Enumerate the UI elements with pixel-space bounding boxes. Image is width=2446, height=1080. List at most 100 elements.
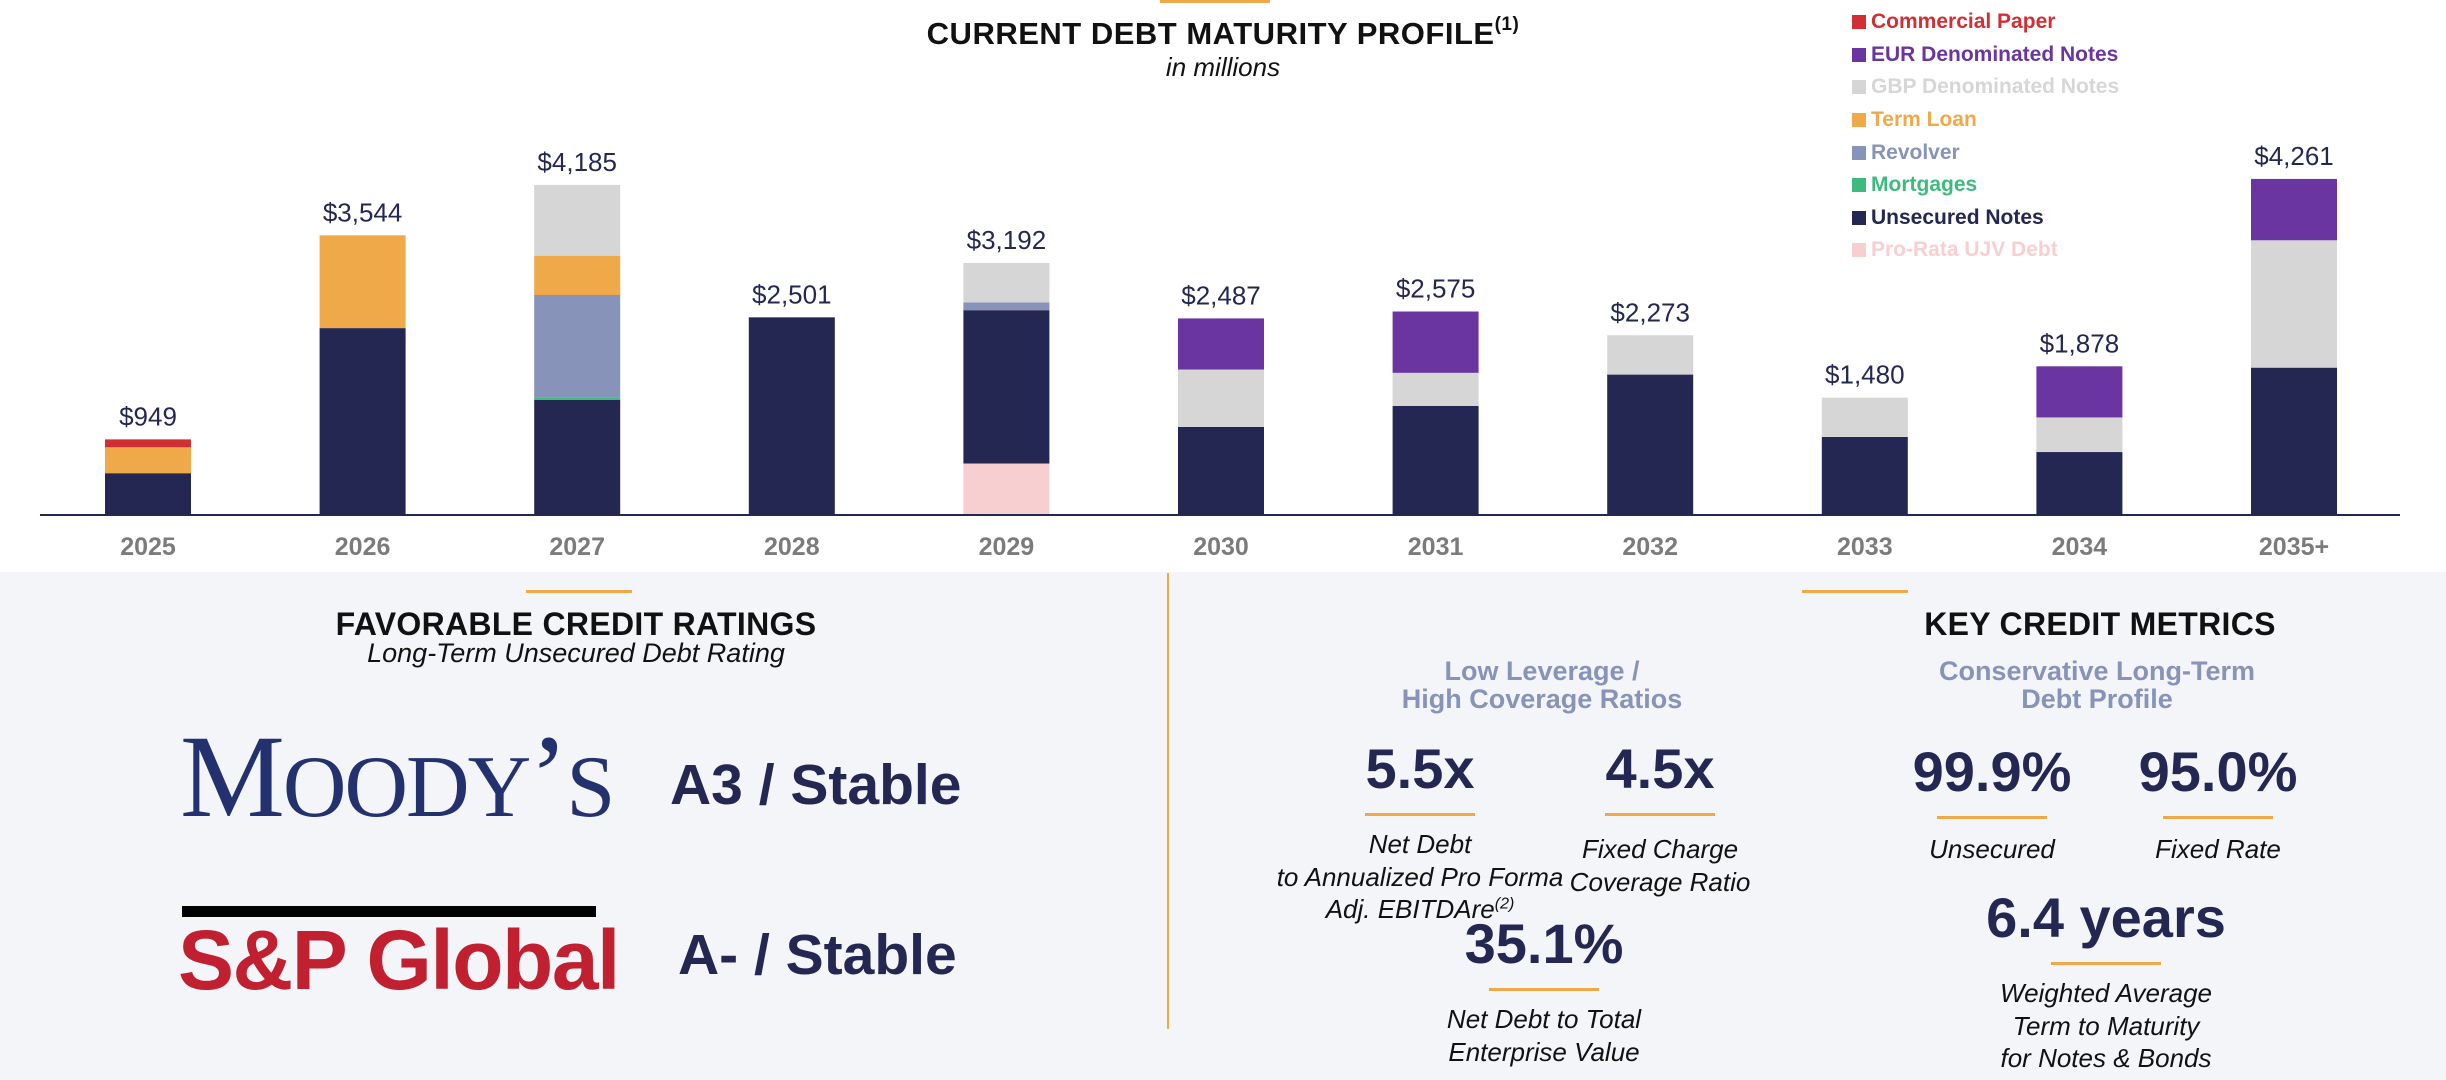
metric-underline: [1365, 813, 1475, 816]
bar-segment: [2251, 367, 2337, 514]
bar-segment: [1178, 369, 1264, 427]
leverage-heading: Low Leverage / High Coverage Ratios: [1342, 656, 1742, 714]
label-line: Term to Maturity: [2012, 1010, 2200, 1041]
chart-title-text: CURRENT DEBT MATURITY PROFILE: [926, 16, 1495, 51]
sp-global-logo: S&P Global: [178, 913, 620, 1007]
metric-unsecured-label: Unsecured: [1929, 834, 2055, 864]
legend-item: Commercial Paper: [1852, 6, 2119, 39]
bar-segment: [105, 447, 191, 474]
bar-total-label: $2,501: [752, 279, 832, 309]
label-line: Enterprise Value: [1448, 1036, 1640, 1067]
bar-total-label: $949: [119, 401, 177, 431]
metric-unsecured-value: 99.9%: [1912, 740, 2072, 803]
legend-swatch: [1852, 243, 1866, 258]
metric-fixed-charge-value: 4.5x: [1605, 737, 1715, 800]
bar-segment: [534, 184, 621, 256]
metric-net-debt-ebitda-value: 5.5x: [1365, 737, 1475, 800]
metric-fixed-charge: 4.5x Fixed Charge Coverage Ratio: [1510, 741, 1810, 898]
metric-fixed-rate-value: 95.0%: [2138, 740, 2298, 803]
ratings-subtitle: Long-Term Unsecured Debt Rating: [367, 638, 785, 668]
legend-item: EUR Denominated Notes: [1852, 39, 2119, 72]
ratings-accent-line: [526, 590, 632, 593]
x-tick-label: 2034: [2052, 533, 2108, 561]
legend-swatch: [1852, 145, 1866, 160]
debt-maturity-chart: $949 2025 $3,544 2026 $4,185 2027 $2,501 2028 $3…: [40, 141, 2400, 561]
legend-label: Term Loan: [1871, 108, 1977, 132]
debt-profile-heading-line1: Conservative Long-Term: [1938, 656, 2256, 686]
metrics-title: KEY CREDIT METRICS: [1924, 606, 2276, 642]
bar-segment: [534, 399, 621, 514]
label-line: Net Debt: [1368, 829, 1472, 859]
bar-total-label: $1,878: [2040, 328, 2120, 358]
legend-label: GBP Denominated Notes: [1871, 75, 2120, 99]
bar-segment: [1178, 426, 1264, 514]
bar-segment: [963, 262, 1050, 303]
sp-logo-bar: [182, 906, 596, 917]
legend-swatch: [1852, 47, 1866, 62]
x-tick-label: 2033: [1837, 533, 1893, 561]
x-tick-label: 2031: [1408, 533, 1464, 561]
metrics-accent-line: [1802, 590, 1908, 593]
bar-total-label: $2,487: [1181, 280, 1261, 310]
bar-segment: [1821, 436, 1908, 514]
bar-segment: [2036, 452, 2123, 514]
bar-segment: [2251, 178, 2337, 241]
moodys-rating: A3 / Stable: [670, 753, 962, 817]
legend-swatch: [1852, 210, 1866, 225]
bar-total-label: $4,185: [537, 147, 617, 177]
label-line: to Annualized Pro Forma: [1276, 861, 1564, 892]
bar-segment: [1392, 311, 1479, 373]
legend-swatch: [1852, 80, 1866, 95]
bar-segment: [2036, 366, 2123, 418]
metric-net-debt-tev-label: Net Debt to Total Enterprise Value: [1394, 1003, 1694, 1068]
x-tick-label: 2035+: [2259, 533, 2329, 561]
legend-item: GBP Denominated Notes: [1852, 71, 2119, 104]
bar-segment: [105, 473, 191, 514]
metric-term-to-maturity-label: Weighted Average Term to Maturity for No…: [1856, 977, 2356, 1075]
bar-total-label: $3,544: [323, 197, 403, 227]
bar-segment: [2251, 240, 2337, 368]
label-text: Adj. EBITDAre: [1325, 894, 1495, 924]
bar-segment: [963, 463, 1050, 514]
x-tick-label: 2030: [1193, 533, 1249, 561]
metric-unsecured: 99.9% Unsecured: [1842, 744, 2142, 866]
x-tick-label: 2032: [1622, 533, 1678, 561]
chart-legend: Commercial Paper EUR Denominated Notes GBP…: [1852, 6, 2119, 267]
legend-label: Unsecured Notes: [1871, 205, 2044, 229]
label-line: Coverage Ratio: [1569, 866, 1751, 897]
chart-subtitle: in millions: [1165, 52, 1281, 82]
moodys-logo: MOODY’S: [180, 711, 615, 842]
chart-title-footnote: (1): [1494, 14, 1520, 35]
bar-segment: [319, 328, 406, 514]
legend-item: Unsecured Notes: [1852, 202, 2119, 235]
bar-segment: [1821, 397, 1908, 437]
ratings-title: FAVORABLE CREDIT RATINGS: [335, 606, 817, 642]
bar-total-label: $1,480: [1825, 360, 1905, 390]
top-accent-line: [1160, 0, 1270, 3]
label-line: for Notes & Bonds: [2000, 1043, 2212, 1073]
metric-underline: [1489, 988, 1599, 991]
bottom-panel: [0, 572, 2446, 1080]
leverage-heading-line1: Low Leverage /: [1444, 656, 1640, 686]
bar-segment: [1392, 372, 1479, 406]
label-line: Weighted Average: [2000, 978, 2212, 1008]
x-tick-label: 2027: [549, 533, 605, 561]
label-line: Fixed Charge: [1581, 834, 1739, 864]
legend-label: Mortgages: [1871, 173, 1978, 197]
bar-segment: [319, 235, 406, 329]
metric-underline: [2163, 816, 2273, 819]
metric-net-debt-tev: 35.1% Net Debt to Total Enterprise Value: [1394, 916, 1694, 1068]
bar-segment: [534, 397, 621, 400]
legend-item: Pro-Rata UJV Debt: [1852, 234, 2119, 267]
x-tick-label: 2025: [120, 533, 176, 561]
bar-total-label: $2,575: [1396, 274, 1476, 304]
metric-underline: [1937, 816, 2047, 819]
x-tick-label: 2029: [979, 533, 1035, 561]
leverage-heading-line2: High Coverage Ratios: [1401, 683, 1683, 714]
bar-segment: [105, 439, 191, 448]
metric-underline: [1605, 813, 1715, 816]
bar-segment: [534, 294, 621, 398]
bar-segment: [1178, 318, 1264, 370]
bar-segment: [534, 255, 621, 295]
x-tick-label: 2026: [335, 533, 391, 561]
